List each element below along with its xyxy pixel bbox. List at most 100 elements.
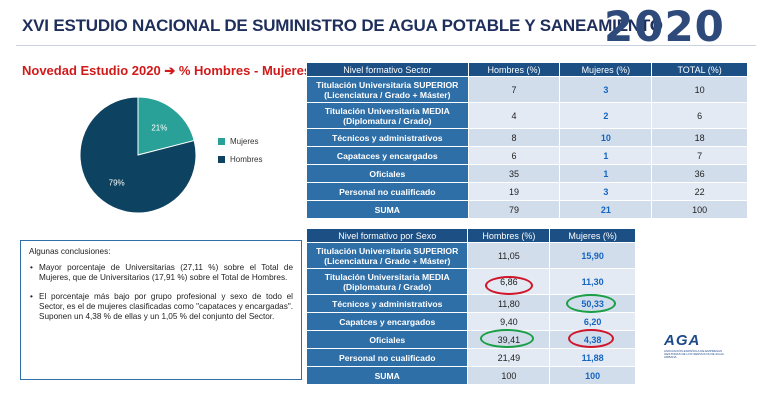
table-header: Mujeres (%) (549, 228, 636, 243)
cell-hombres: 7 (467, 76, 561, 103)
conclusions-heading: Algunas conclusiones: (29, 247, 111, 256)
row-label: Capataces y encargados (306, 146, 469, 165)
cell-total: 10 (651, 76, 748, 103)
row-label: Oficiales (306, 164, 469, 183)
table-header: Hombres (%) (467, 62, 561, 77)
cell-hombres: 100 (467, 366, 551, 385)
cell-hombres: 35 (467, 164, 561, 183)
row-label: Personal no cualificado (305, 348, 469, 367)
pie-svg: 21% 79% (79, 96, 197, 214)
row-label: Personal no cualificado (306, 182, 469, 201)
cell-hombres: 11,80 (467, 294, 551, 313)
cell-mujeres: 1 (559, 146, 653, 165)
cell-hombres: 19 (467, 182, 561, 201)
cell-mujeres: 2 (559, 102, 653, 129)
conclusions-list: Mayor porcentaje de Universitarias (27,1… (29, 263, 293, 322)
highlight-ring-green (566, 294, 616, 313)
highlight-ring-red (485, 276, 533, 295)
cell-total: 36 (651, 164, 748, 183)
cell-mujeres: 100 (549, 366, 636, 385)
table-header: Nivel formativo por Sexo (305, 228, 469, 243)
table-header-row: Nivel formativo por Sexo Hombres (%) Muj… (305, 228, 636, 243)
cell-mujeres: 3 (559, 182, 653, 201)
row-label: Técnicos y administrativos (305, 294, 469, 313)
cell-mujeres: 3 (559, 76, 653, 103)
table-row: Técnicos y administrativos 8 10 18 (306, 128, 748, 147)
row-label: Titulación Universitaria SUPERIOR (Licen… (305, 242, 469, 269)
logo-caption: ASOCIACIÓN ESPAÑOLA DE EMPRESAS GESTORAS… (664, 349, 724, 359)
subtitle-right: % Hombres - Mujeres (178, 63, 312, 78)
legend-item-hombres: Hombres (218, 155, 262, 164)
cell-mujeres: 10 (559, 128, 653, 147)
table-header: Hombres (%) (467, 228, 551, 243)
highlight-ring-green (480, 329, 534, 348)
legend-swatch-mujeres (218, 138, 225, 145)
aga-logo: AGA ASOCIACIÓN ESPAÑOLA DE EMPRESAS GEST… (664, 332, 734, 359)
legend-label-hombres: Hombres (230, 155, 263, 164)
legend-swatch-hombres (218, 156, 225, 163)
table-row: Oficiales 35 1 36 (306, 164, 748, 183)
cell-total: 100 (651, 200, 748, 219)
cell-mujeres: 21 (559, 200, 653, 219)
table-row: Titulación Universitaria MEDIA (Diplomat… (306, 102, 748, 129)
conclusion-item: El porcentaje más bajo por grupo profesi… (29, 292, 293, 322)
table-row: Capatces y encargados 9,40 6,20 (305, 312, 636, 331)
sector-table: Nivel formativo Sector Hombres (%) Mujer… (306, 62, 748, 219)
table-row: Titulación Universitaria SUPERIOR (Licen… (305, 242, 636, 269)
row-label: SUMA (305, 366, 469, 385)
pie-slice-hombres (79, 96, 197, 214)
table-header: Nivel formativo Sector (306, 62, 469, 77)
cell-total: 22 (651, 182, 748, 201)
row-label: Titulación Universitaria SUPERIOR (Licen… (306, 76, 469, 103)
row-label: Titulación Universitaria MEDIA (Diplomat… (305, 268, 469, 295)
page-title: XVI ESTUDIO NACIONAL DE SUMINISTRO DE AG… (22, 16, 663, 35)
cell-mujeres: 6,20 (549, 312, 636, 331)
pie-label-mujeres: 21% (151, 124, 167, 133)
section-subtitle: Novedad Estudio 2020 ➔ % Hombres - Mujer… (22, 63, 311, 79)
cell-hombres: 11,05 (467, 242, 551, 269)
arrow-right-icon: ➔ (164, 63, 176, 78)
conclusions-box: Algunas conclusiones: Mayor porcentaje d… (20, 240, 302, 380)
cell-total: 6 (651, 102, 748, 129)
cell-hombres: 8 (467, 128, 561, 147)
row-label: Titulación Universitaria MEDIA (Diplomat… (306, 102, 469, 129)
cell-mujeres: 11,88 (549, 348, 636, 367)
cell-hombres: 21,49 (467, 348, 551, 367)
table-row: SUMA 100 100 (305, 366, 636, 385)
table-header: TOTAL (%) (651, 62, 748, 77)
cell-hombres: 9,40 (467, 312, 551, 331)
cell-mujeres: 15,90 (549, 242, 636, 269)
table-row: Personal no cualificado 19 3 22 (306, 182, 748, 201)
table-row: Titulación Universitaria SUPERIOR (Licen… (306, 76, 748, 103)
table-row: Titulación Universitaria MEDIA (Diplomat… (305, 268, 636, 295)
cell-hombres: 6 (467, 146, 561, 165)
chart-legend: Mujeres Hombres (218, 137, 262, 173)
year-badge: 2020 (604, 2, 725, 51)
pie-label-hombres: 79% (109, 178, 125, 187)
pie-slice-mujeres (137, 96, 195, 156)
table-header-row: Nivel formativo Sector Hombres (%) Mujer… (306, 62, 748, 77)
row-label: Capatces y encargados (305, 312, 469, 331)
cell-total: 18 (651, 128, 748, 147)
table-row: Capataces y encargados 6 1 7 (306, 146, 748, 165)
highlight-ring-red (568, 329, 614, 348)
subtitle-left: Novedad Estudio 2020 (22, 63, 161, 78)
pie-chart: 21% 79% (70, 95, 210, 240)
legend-label-mujeres: Mujeres (230, 137, 259, 146)
legend-item-mujeres: Mujeres (218, 137, 262, 146)
cell-hombres: 4 (467, 102, 561, 129)
header-divider (16, 45, 756, 46)
cell-mujeres: 11,30 (549, 268, 636, 295)
conclusion-item: Mayor porcentaje de Universitarias (27,1… (29, 263, 293, 283)
logo-text: AGA (664, 332, 701, 349)
row-label: Técnicos y administrativos (306, 128, 469, 147)
cell-total: 7 (651, 146, 748, 165)
gender-table: Nivel formativo por Sexo Hombres (%) Muj… (305, 228, 636, 385)
cell-mujeres: 1 (559, 164, 653, 183)
row-label: SUMA (306, 200, 469, 219)
cell-hombres: 79 (467, 200, 561, 219)
table-header: Mujeres (%) (559, 62, 653, 77)
table-row: Personal no cualificado 21,49 11,88 (305, 348, 636, 367)
row-label: Oficiales (305, 330, 469, 349)
table-row: SUMA 79 21 100 (306, 200, 748, 219)
